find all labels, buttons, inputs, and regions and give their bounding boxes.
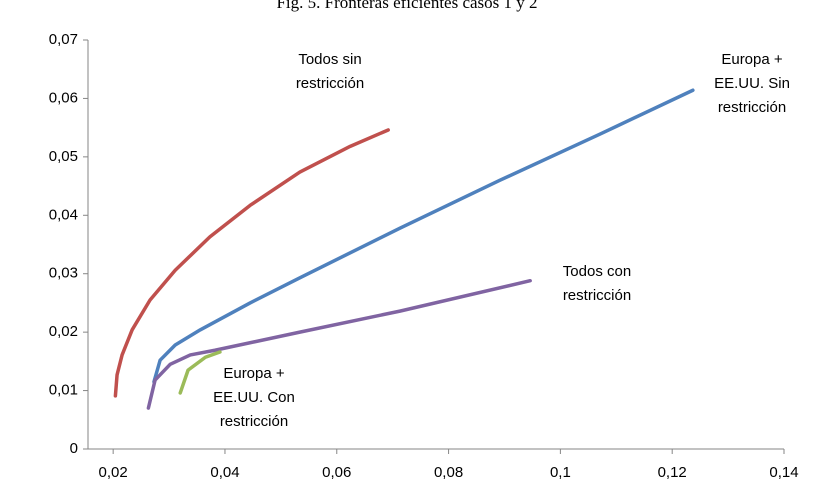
- series-line: [152, 88, 695, 384]
- y-tick-label: 0,06: [49, 89, 78, 106]
- y-tick-label: 0,02: [49, 323, 78, 340]
- series-label: Todos con restricción: [563, 263, 631, 304]
- y-tick-label: 0,04: [49, 206, 78, 223]
- series-label: Europa + EE.UU. Con restricción: [213, 365, 295, 430]
- x-tick-label: 0,1: [550, 464, 571, 481]
- x-tick-label: 0,04: [210, 464, 239, 481]
- x-tick-label: 0,14: [769, 464, 798, 481]
- y-tick-label: 0,03: [49, 265, 78, 282]
- series-label: Europa + EE.UU. Sin restricción: [714, 51, 790, 116]
- series-line: [113, 128, 390, 398]
- y-tick-label: 0,01: [49, 382, 78, 399]
- series-line: [178, 350, 222, 395]
- x-tick-label: 0,12: [658, 464, 687, 481]
- y-tick-label: 0,05: [49, 148, 78, 165]
- y-tick-label: 0,07: [49, 31, 78, 48]
- series-line: [146, 278, 532, 410]
- chart-title: Fig. 5. Fronteras eficientes casos 1 y 2: [276, 0, 537, 12]
- x-tick-label: 0,06: [322, 464, 351, 481]
- x-tick-label: 0,08: [434, 464, 463, 481]
- x-tick-label: 0,02: [99, 464, 128, 481]
- series-label: Todos sin restricción: [296, 51, 364, 92]
- y-tick-label: 0: [70, 440, 78, 457]
